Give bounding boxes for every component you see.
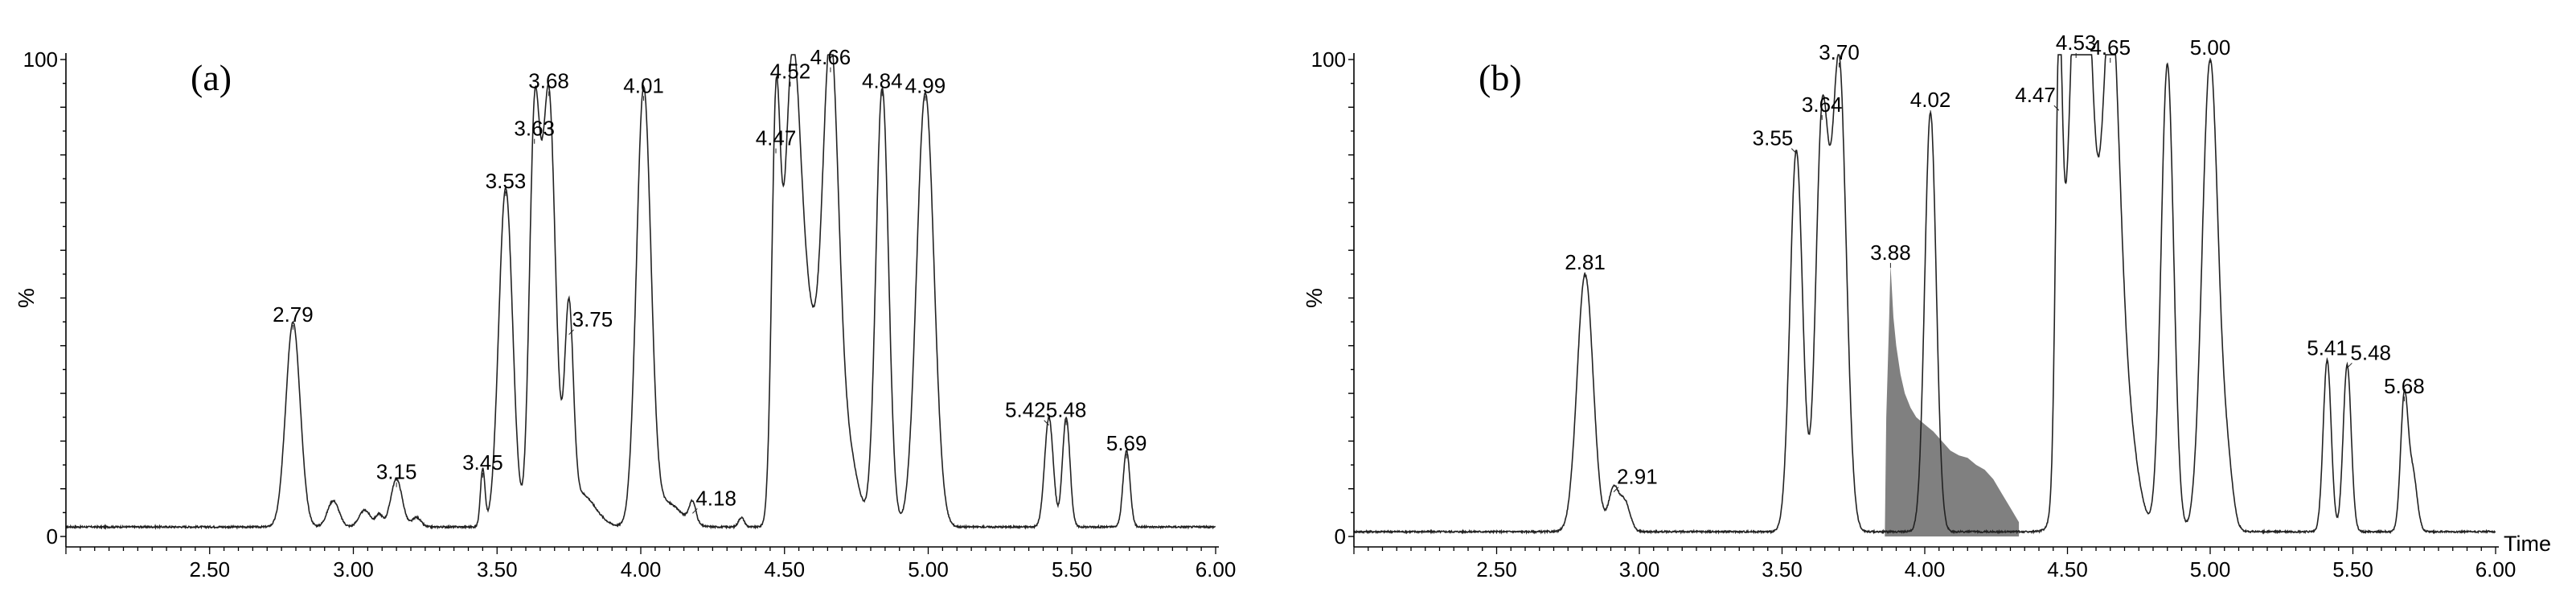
y-tick-label: 0	[1335, 524, 1346, 549]
x-tick-label: 5.00	[2190, 557, 2231, 582]
x-tick-label: 3.00	[1619, 557, 1660, 582]
peak-retention-label: 2.91	[1617, 465, 1658, 489]
y-axis-label: %	[14, 288, 39, 308]
peak-retention-label: 3.45	[462, 450, 503, 475]
peak-retention-label: 5.48	[1046, 398, 1087, 422]
y-tick-label: 100	[23, 47, 58, 72]
x-tick-label: 3.00	[333, 557, 374, 582]
peak-retention-label: 5.69	[1106, 431, 1147, 455]
peak-retention-label: 4.47	[756, 126, 797, 150]
x-tick-label: 4.50	[2047, 557, 2088, 582]
x-tick-label: 6.00	[2476, 557, 2517, 582]
y-axis-label: %	[1302, 288, 1327, 308]
peak-leader	[568, 329, 574, 335]
x-tick-label: 6.00	[1196, 557, 1237, 582]
panel-label: (a)	[191, 57, 232, 98]
peak-retention-label: 4.99	[905, 73, 946, 97]
peak-retention-label: 3.53	[486, 169, 527, 193]
x-tick-label: 3.50	[1762, 557, 1803, 582]
chromatogram-panel-b: 0 100% 2.50 3.00 3.50 4.00 4.50 5.00 5.50 6.00Tim…	[1302, 31, 2551, 582]
x-tick-label: 5.50	[1052, 557, 1093, 582]
peak-retention-label: 4.65	[2090, 35, 2131, 60]
peak-retention-label: 5.41	[2307, 336, 2348, 360]
x-tick-label: 4.00	[621, 557, 662, 582]
x-tick-label: 4.00	[1905, 557, 1946, 582]
peak-retention-label: 3.70	[1819, 40, 1860, 64]
peak-retention-label: 2.79	[273, 302, 314, 327]
x-tick-label: 3.50	[477, 557, 518, 582]
chromatogram-trace	[1353, 54, 2496, 535]
peak-retention-label: 4.52	[770, 60, 811, 84]
peak-retention-label: 4.01	[623, 73, 664, 97]
peak-leader	[1790, 148, 1797, 154]
peak-retention-label: 2.81	[1565, 250, 1606, 274]
peak-retention-label: 5.68	[2384, 374, 2425, 398]
peak-retention-label: 3.68	[528, 68, 569, 92]
peak-retention-label: 3.88	[1870, 240, 1911, 265]
chromatogram-panel-a: 0 100% 2.50 3.00 3.50 4.00 4.50 5.00 5.50 6.00 (a)…	[14, 45, 1236, 582]
peak-retention-label: 3.55	[1753, 126, 1794, 150]
x-axis-label: Time	[2504, 532, 2551, 556]
x-tick-label: 4.50	[764, 557, 805, 582]
x-tick-label: 2.50	[189, 557, 230, 582]
y-tick-label: 100	[1311, 47, 1346, 72]
peak-retention-label: 3.75	[572, 307, 613, 331]
peak-retention-label: 3.15	[376, 460, 417, 484]
peak-retention-label: 4.66	[810, 45, 851, 69]
peak-leader	[2347, 363, 2352, 368]
peak-retention-label: 3.64	[1802, 92, 1843, 117]
peak-leader	[691, 508, 698, 514]
peak-retention-label: 4.53	[2056, 31, 2097, 55]
x-tick-label: 5.00	[908, 557, 949, 582]
x-tick-label: 5.50	[2332, 557, 2373, 582]
peak-retention-label: 4.18	[695, 486, 736, 510]
y-tick-label: 0	[47, 524, 58, 549]
peak-retention-label: 4.02	[1910, 88, 1951, 112]
peak-retention-label: 3.63	[514, 117, 555, 141]
x-tick-label: 2.50	[1476, 557, 1517, 582]
peak-retention-label: 5.48	[2350, 340, 2391, 364]
peak-retention-label: 5.42	[1005, 398, 1046, 422]
chromatogram-trace	[65, 54, 1216, 531]
peak-leader	[2053, 105, 2060, 111]
peak-retention-label: 4.84	[862, 68, 903, 92]
panel-label: (b)	[1479, 57, 1522, 98]
shaded-peak-area	[1885, 265, 2020, 536]
peak-leader	[1613, 487, 1619, 492]
peak-retention-label: 4.47	[2015, 83, 2056, 107]
peak-leader	[1044, 420, 1050, 425]
peak-retention-label: 5.00	[2190, 35, 2231, 60]
